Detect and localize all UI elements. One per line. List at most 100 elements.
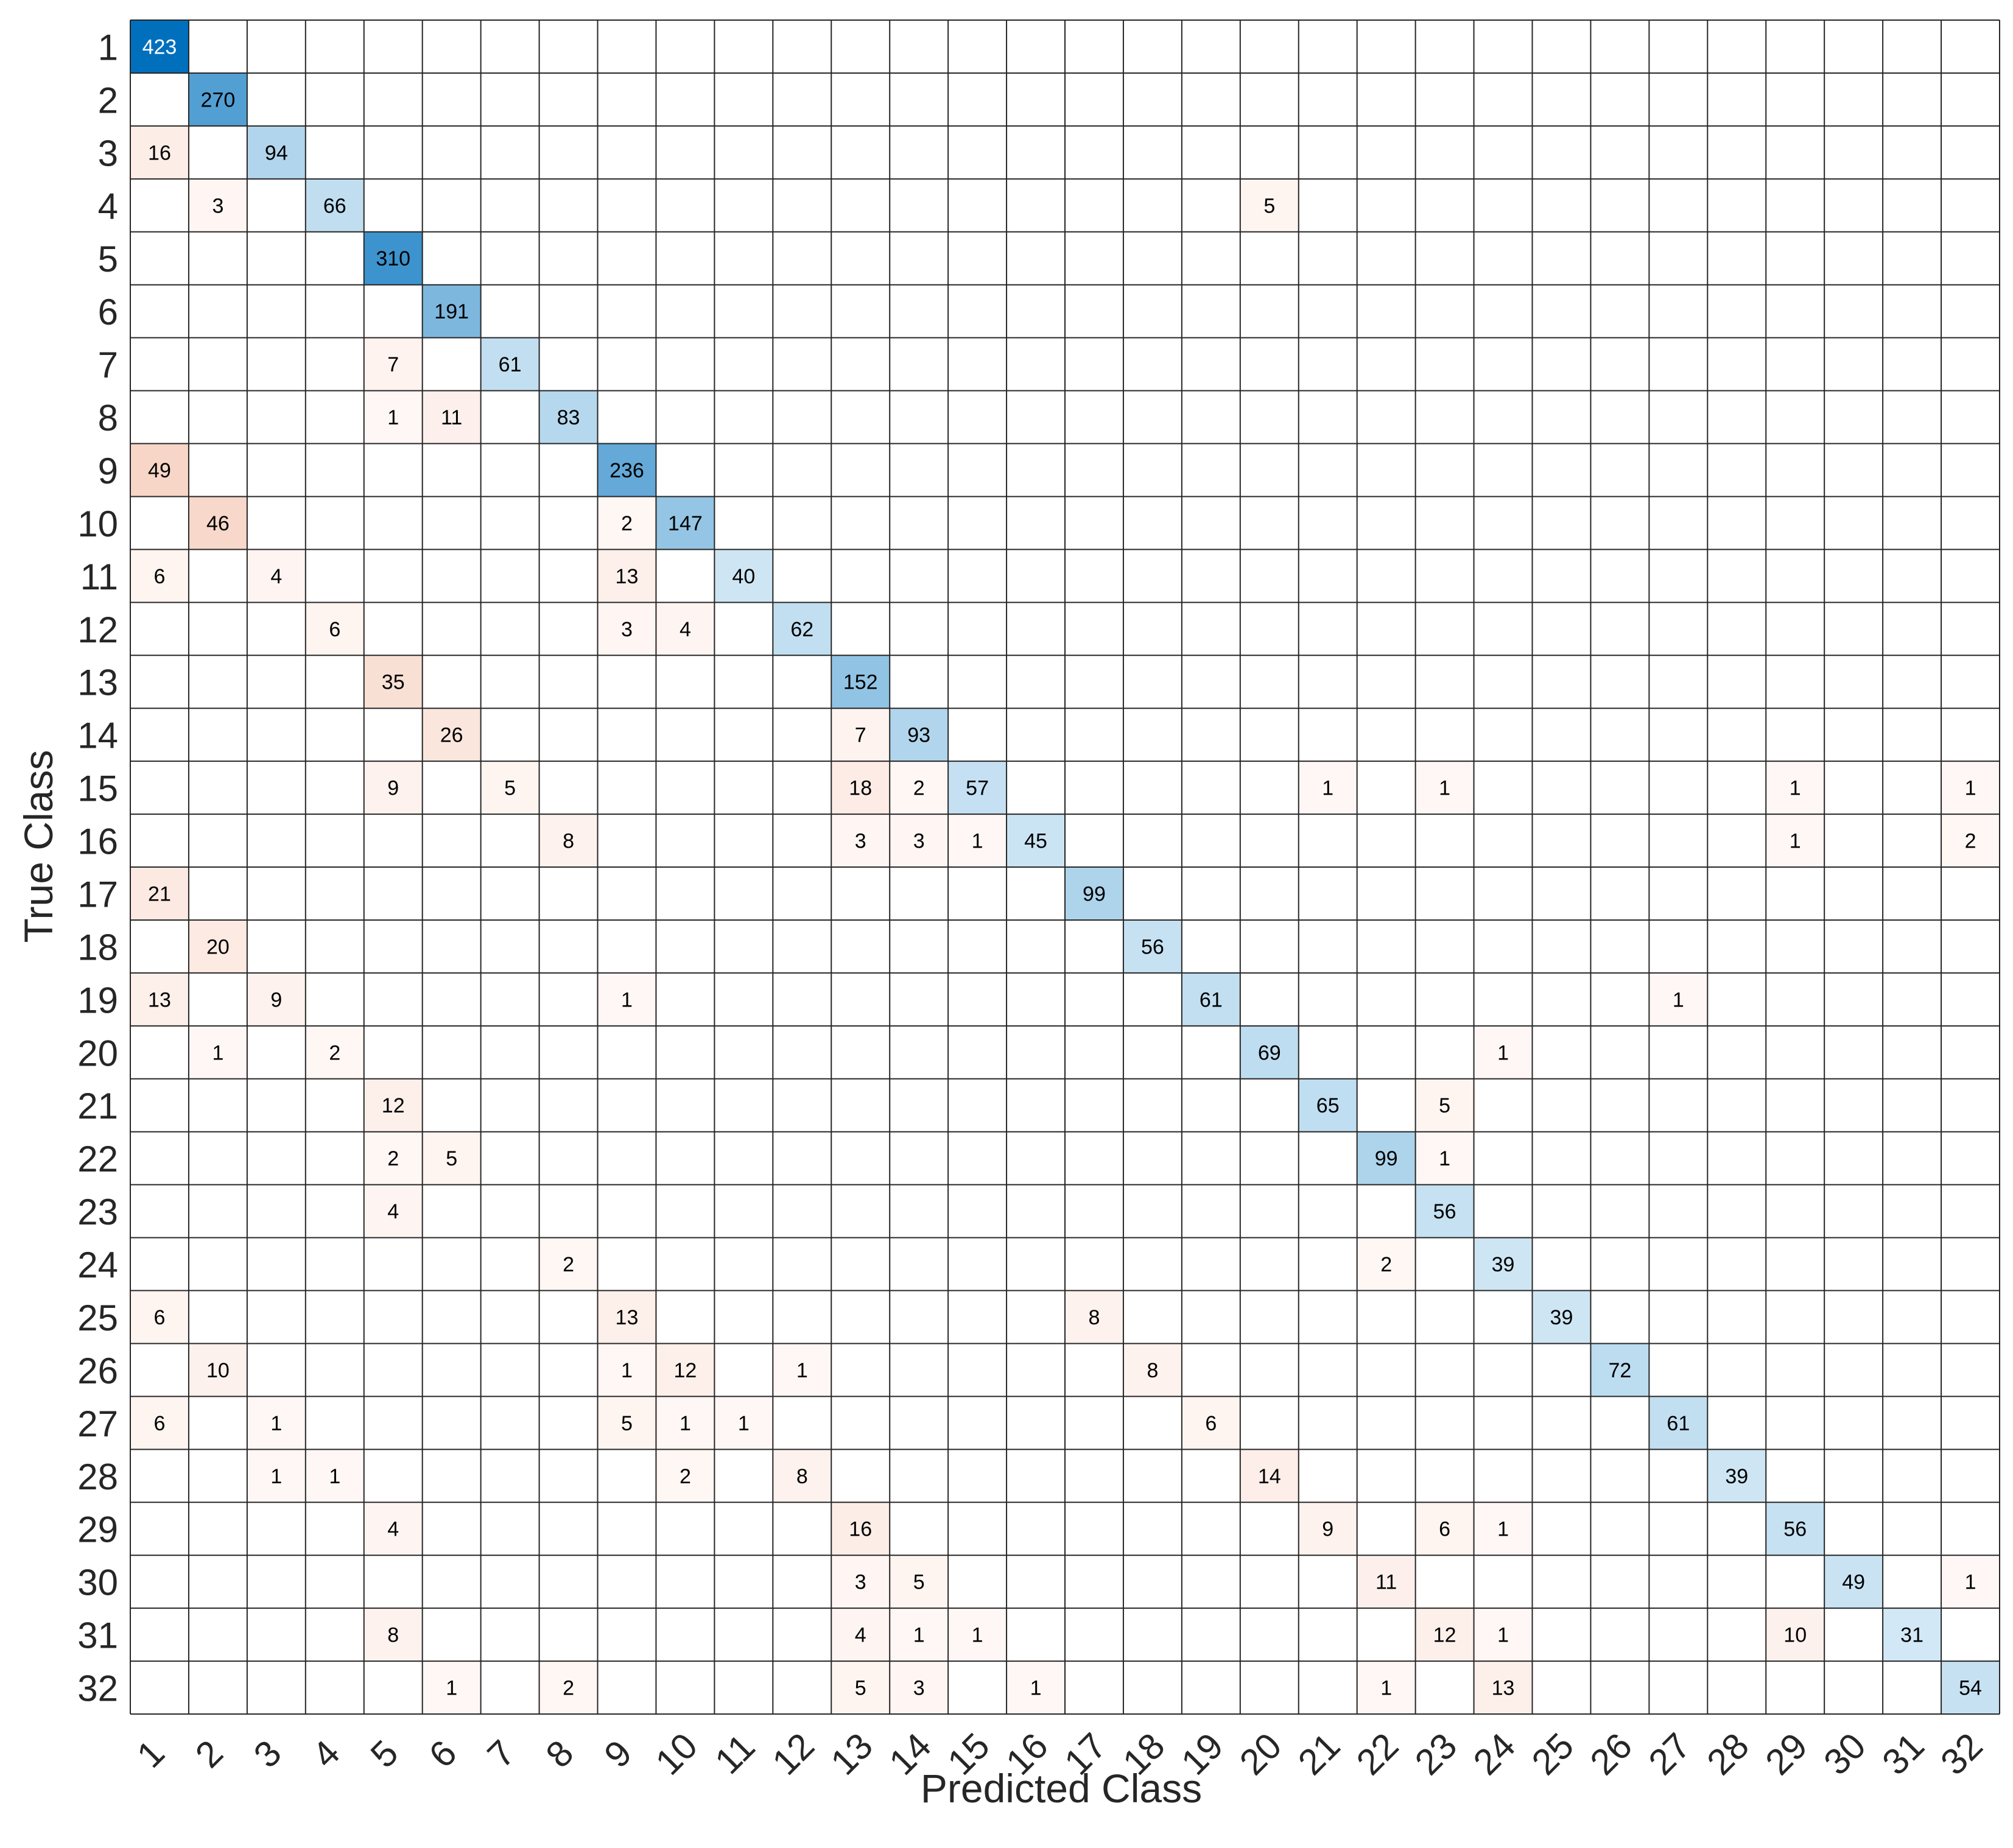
cell-value-r32-c32: 54: [1959, 1677, 1982, 1700]
matrix-cell-r25-c1: [130, 1290, 189, 1344]
matrix-cell-r13-c5: [364, 655, 423, 709]
cell-value-r3-c1: 16: [148, 141, 171, 164]
row-label-4: 4: [98, 186, 118, 227]
matrix-cell-r23-c23: [1415, 1184, 1474, 1238]
col-label-26: 26: [1583, 1725, 1640, 1783]
cell-value-r29-c29: 56: [1783, 1518, 1807, 1541]
cell-value-r26-c26: 72: [1608, 1359, 1631, 1382]
cell-value-r32-c13: 5: [855, 1677, 866, 1700]
cell-value-r22-c5: 2: [387, 1147, 399, 1170]
matrix-cell-r15-c13: [831, 761, 890, 815]
matrix-cell-r31-c15: [948, 1608, 1007, 1662]
matrix-cell-r31-c24: [1474, 1608, 1533, 1662]
matrix-cell-r6-c6: [422, 284, 481, 338]
matrix-cell-r25-c9: [597, 1290, 656, 1344]
cell-value-r5-c5: 310: [376, 247, 410, 270]
cell-value-r19-c3: 9: [270, 988, 282, 1011]
matrix-cell-r22-c23: [1415, 1131, 1474, 1185]
matrix-cell-r20-c2: [188, 1025, 247, 1079]
matrix-cell-r11-c11: [714, 549, 773, 603]
matrix-cell-r16-c16: [1006, 814, 1065, 867]
matrix-cell-r9-c9: [597, 443, 656, 497]
matrix-cell-r28-c4: [305, 1449, 364, 1503]
matrix-cell-r28-c10: [656, 1449, 715, 1503]
matrix-cell-r14-c13: [831, 708, 890, 762]
matrix-cell-r15-c7: [480, 761, 539, 815]
matrix-cell-r28-c20: [1240, 1449, 1299, 1503]
matrix-cell-r15-c15: [948, 761, 1007, 815]
row-label-27: 27: [77, 1404, 118, 1444]
cell-value-r25-c1: 6: [154, 1306, 166, 1329]
cell-value-r16-c32: 2: [1965, 830, 1976, 853]
matrix-cell-r28-c12: [773, 1449, 832, 1503]
cell-value-r22-c6: 5: [446, 1147, 457, 1170]
row-label-20: 20: [77, 1033, 118, 1073]
cell-value-r7-c5: 7: [387, 353, 399, 376]
cell-value-r6-c6: 191: [434, 300, 469, 323]
matrix-cell-r8-c6: [422, 390, 481, 444]
matrix-cell-r32-c24: [1474, 1661, 1533, 1714]
cell-value-r22-c23: 1: [1439, 1147, 1450, 1170]
cell-value-r16-c15: 1: [972, 830, 983, 853]
cell-value-r15-c29: 1: [1790, 777, 1801, 800]
matrix-cell-r10-c2: [188, 496, 247, 550]
col-label-13: 13: [823, 1725, 880, 1783]
cell-value-r27-c3: 1: [270, 1412, 282, 1435]
matrix-cell-r14-c14: [890, 708, 949, 762]
cell-value-r19-c9: 1: [621, 988, 633, 1011]
cell-value-r30-c30: 49: [1842, 1571, 1865, 1594]
cell-value-r28-c20: 14: [1258, 1465, 1281, 1488]
cell-value-r12-c4: 6: [329, 618, 340, 641]
cell-value-r8-c5: 1: [387, 406, 399, 429]
col-label-29: 29: [1757, 1725, 1815, 1783]
matrix-cell-r21-c23: [1415, 1078, 1474, 1132]
matrix-cell-r29-c23: [1415, 1502, 1474, 1556]
matrix-cell-r30-c30: [1824, 1555, 1883, 1609]
row-label-2: 2: [98, 80, 118, 121]
matrix-cell-r32-c22: [1357, 1661, 1416, 1714]
cell-value-r24-c8: 2: [563, 1253, 574, 1276]
cell-value-r8-c6: 11: [441, 406, 462, 429]
matrix-cell-r26-c12: [773, 1343, 832, 1397]
cell-value-r16-c16: 45: [1024, 830, 1047, 853]
cell-value-r3-c3: 94: [265, 141, 288, 164]
col-label-20: 20: [1232, 1725, 1290, 1783]
cell-value-r26-c10: 12: [673, 1359, 697, 1382]
matrix-cell-r10-c10: [656, 496, 715, 550]
matrix-cell-r31-c13: [831, 1608, 890, 1662]
cell-value-r11-c3: 4: [270, 565, 282, 588]
matrix-cell-r29-c29: [1766, 1502, 1825, 1556]
cell-value-r15-c21: 1: [1322, 777, 1333, 800]
matrix-cell-r24-c24: [1474, 1237, 1533, 1291]
row-label-28: 28: [77, 1456, 118, 1497]
matrix-cell-r13-c13: [831, 655, 890, 709]
matrix-cell-r19-c27: [1649, 972, 1708, 1026]
matrix-cell-r14-c6: [422, 708, 481, 762]
row-label-22: 22: [77, 1139, 118, 1179]
cell-value-r16-c8: 8: [563, 830, 574, 853]
matrix-cell-r16-c14: [890, 814, 949, 867]
matrix-cell-r4-c20: [1240, 178, 1299, 232]
matrix-cell-r3-c1: [130, 125, 189, 179]
cell-value-r11-c11: 40: [732, 565, 755, 588]
matrix-cell-r17-c17: [1065, 867, 1123, 920]
cell-value-r20-c4: 2: [329, 1041, 340, 1064]
cell-value-r15-c7: 5: [504, 777, 516, 800]
cell-value-r30-c13: 3: [855, 1571, 866, 1594]
cell-value-r28-c3: 1: [270, 1465, 282, 1488]
col-label-8: 8: [538, 1732, 581, 1776]
matrix-cell-r26-c26: [1590, 1343, 1649, 1397]
matrix-cell-r16-c15: [948, 814, 1007, 867]
cell-value-r27-c19: 6: [1205, 1412, 1217, 1435]
cell-value-r23-c5: 4: [387, 1200, 399, 1223]
cell-value-r28-c10: 2: [680, 1465, 691, 1488]
matrix-cell-r28-c28: [1707, 1449, 1766, 1503]
cell-value-r18-c18: 56: [1141, 935, 1164, 958]
col-label-30: 30: [1816, 1725, 1874, 1783]
cell-value-r28-c4: 1: [329, 1465, 340, 1488]
matrix-cell-r20-c4: [305, 1025, 364, 1079]
col-label-6: 6: [421, 1732, 465, 1776]
cell-value-r10-c9: 2: [621, 512, 633, 535]
matrix-cell-r23-c5: [364, 1184, 423, 1238]
row-label-25: 25: [77, 1298, 118, 1338]
